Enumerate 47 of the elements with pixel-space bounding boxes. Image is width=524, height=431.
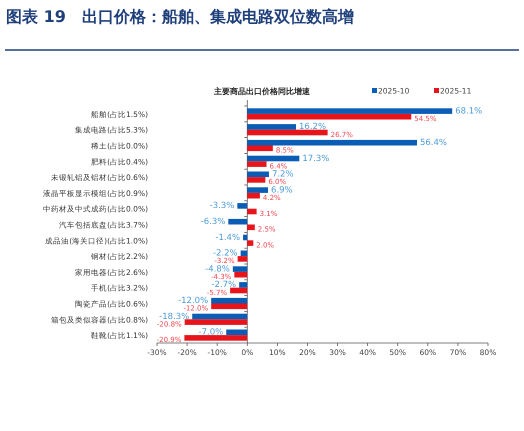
bar <box>211 298 248 304</box>
bar <box>247 208 257 214</box>
data-label: -2.2% <box>212 248 238 259</box>
bar <box>247 187 268 193</box>
bar <box>247 161 267 167</box>
bar <box>247 130 328 136</box>
bar <box>226 330 248 336</box>
data-label: 17.3% <box>302 154 330 164</box>
data-label: -7.0% <box>198 328 224 338</box>
bar <box>240 250 248 256</box>
data-label: -18.3% <box>159 312 190 322</box>
data-label: 7.2% <box>272 170 294 180</box>
data-label: 68.1% <box>455 106 482 116</box>
chart-subtitle: 主要商品出口价格同比增速 <box>213 86 311 96</box>
bar <box>247 224 255 230</box>
data-label: -3.3% <box>210 201 234 212</box>
bar <box>247 192 260 198</box>
bar <box>184 335 248 341</box>
data-label: 16.2% <box>299 122 326 132</box>
bar <box>184 319 248 325</box>
bar <box>243 234 248 240</box>
bar <box>247 156 300 162</box>
bar <box>247 172 269 178</box>
bar <box>247 114 412 120</box>
bar <box>247 108 452 114</box>
bar <box>247 240 254 246</box>
chart-title: 图表 19 出口价格：船舶、集成电路双位数高增 <box>6 7 354 26</box>
bar <box>239 282 248 288</box>
data-label: 6.9% <box>271 185 293 196</box>
bar <box>211 304 248 310</box>
bar <box>247 146 273 152</box>
data-label: -6.3% <box>200 217 226 227</box>
bar <box>247 177 266 183</box>
data-label: -12.0% <box>178 296 208 306</box>
bar <box>232 266 248 272</box>
data-label: -1.4% <box>215 232 240 243</box>
bar <box>237 203 248 209</box>
bar <box>228 218 248 224</box>
data-label: 56.4% <box>420 138 447 148</box>
bar <box>230 288 248 294</box>
bar <box>234 272 248 278</box>
bar <box>247 140 417 146</box>
data-label: -4.8% <box>205 264 230 274</box>
data-label: -2.7% <box>211 280 236 290</box>
bar <box>247 124 296 130</box>
bar <box>238 256 248 262</box>
bar <box>192 314 248 320</box>
